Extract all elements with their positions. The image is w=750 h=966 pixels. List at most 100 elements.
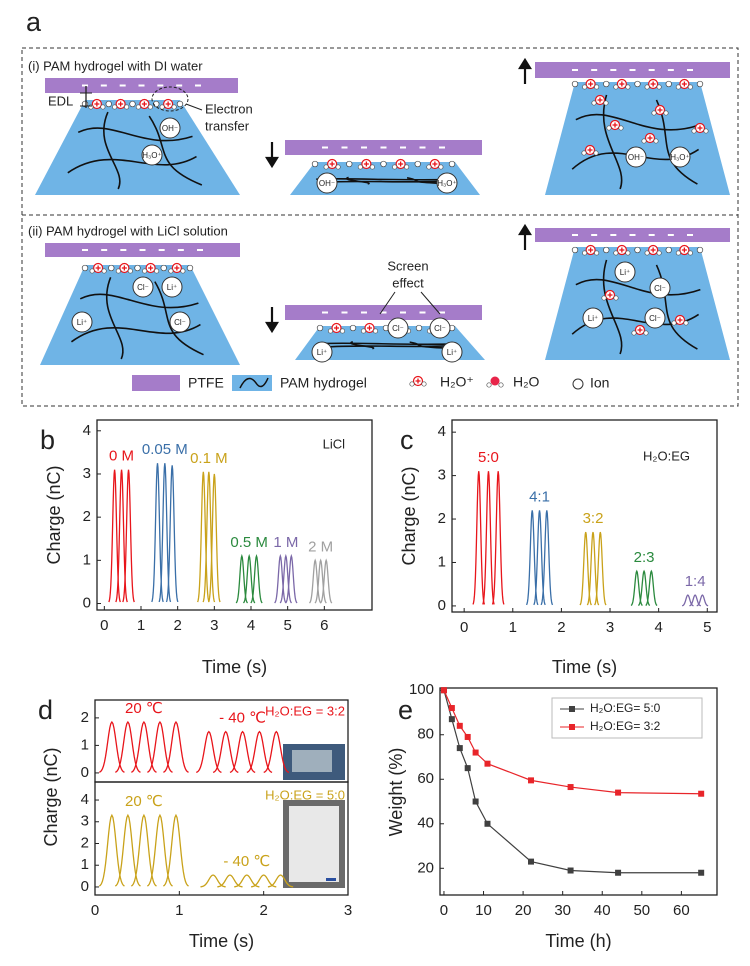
- y-tick-label: 1: [83, 551, 91, 568]
- ion-label: Li⁺: [588, 314, 598, 323]
- surface-charge: [361, 311, 367, 314]
- h-atom: [687, 250, 693, 256]
- polymer-chain: [345, 176, 370, 185]
- ion: [669, 146, 691, 168]
- pulse: [122, 469, 135, 603]
- surface-charge: [687, 69, 693, 71]
- ion-dot: [665, 246, 672, 254]
- legend-box: [551, 697, 703, 739]
- plus: [94, 101, 100, 107]
- series-line: [443, 689, 702, 795]
- surface-charge: [119, 84, 126, 87]
- pulse: [250, 553, 263, 604]
- h-atom: [594, 84, 600, 90]
- plus: [588, 247, 594, 253]
- ion: [614, 261, 636, 283]
- series-label: 0 M: [109, 448, 134, 465]
- marker: [567, 784, 574, 791]
- h-atom: [656, 84, 662, 90]
- x-tick-label: 3: [344, 902, 352, 919]
- plus: [587, 147, 593, 153]
- h-atom: [591, 100, 597, 106]
- h-atom: [691, 128, 697, 134]
- ion-dot: [696, 246, 704, 254]
- y-axis-label: Charge (nC): [41, 747, 61, 846]
- x-tick-label: 3: [210, 617, 218, 634]
- ion-dot: [153, 100, 160, 108]
- h-atom: [625, 84, 631, 90]
- series-label: 0.05 M: [142, 441, 188, 458]
- surface-charge: [572, 69, 578, 71]
- annotation: LiCl: [323, 436, 346, 451]
- plus: [612, 122, 618, 128]
- surface-charge: [610, 234, 617, 236]
- ion: [141, 144, 163, 166]
- y-tick-label: 2: [83, 508, 91, 525]
- surface-charge: [629, 234, 636, 236]
- y-tick-label: 0: [81, 878, 89, 895]
- ion-label: Cl⁻: [649, 314, 661, 323]
- surface-charge: [591, 69, 598, 71]
- x-tick-label: 1: [509, 619, 517, 636]
- pulse: [147, 720, 173, 773]
- panel-letter: c: [400, 425, 414, 455]
- legend-label: H₂O:EG= 3:2: [590, 719, 661, 733]
- plus: [681, 247, 687, 253]
- y-tick-label: 0: [438, 597, 446, 614]
- ion-dot: [176, 100, 184, 108]
- series-label: - 40 ℃: [219, 710, 266, 727]
- surface-charge: [591, 234, 598, 236]
- surface-charge: [648, 234, 655, 236]
- surface-charge: [400, 146, 406, 149]
- annotation: Electron: [205, 101, 253, 116]
- surface-charge: [439, 146, 445, 149]
- h-atom: [142, 268, 148, 274]
- ion: [169, 311, 191, 333]
- ion-dot: [160, 264, 167, 272]
- x-tick-label: 4: [654, 619, 662, 636]
- legend-label: H₂O:EG= 5:0: [590, 701, 661, 715]
- plus: [597, 97, 603, 103]
- pulse: [594, 531, 607, 606]
- surface-charge: [82, 249, 88, 251]
- marker: [472, 798, 479, 805]
- h-atom: [404, 164, 410, 170]
- surface-charge: [687, 234, 693, 236]
- y-tick-label: 3: [81, 813, 89, 830]
- h-atom: [438, 164, 444, 170]
- polymer-chain: [602, 94, 623, 190]
- chain-icon: [239, 377, 269, 389]
- polymer-chain: [154, 281, 204, 356]
- plus: [650, 247, 656, 253]
- plus: [118, 101, 124, 107]
- pulse: [108, 469, 121, 603]
- pulse: [274, 553, 287, 604]
- x-tick-label: 3: [606, 619, 614, 636]
- ion-label: Cl⁻: [654, 284, 666, 293]
- series-label: 2 M: [308, 538, 333, 555]
- marker: [464, 733, 471, 740]
- h-atom: [100, 104, 106, 110]
- ion-dot: [603, 80, 610, 88]
- ion-dot: [380, 160, 387, 168]
- marker: [448, 705, 455, 712]
- plus: [681, 81, 687, 87]
- ion-dot: [346, 160, 353, 168]
- plus: [697, 125, 703, 131]
- ion-dot: [81, 264, 89, 272]
- ion: [71, 311, 93, 333]
- h-atom: [651, 110, 657, 116]
- marker: [484, 820, 491, 827]
- h-atom: [127, 268, 133, 274]
- x-tick-label: 0: [100, 617, 108, 634]
- surface-charge: [195, 84, 201, 87]
- plus: [367, 325, 372, 331]
- y-tick-label: 1: [81, 736, 89, 753]
- y-tick-label: 0: [83, 594, 91, 611]
- h-atom: [653, 138, 659, 144]
- plus: [647, 135, 653, 141]
- h-atom: [486, 382, 492, 388]
- arrow-head: [518, 57, 532, 70]
- ion-dot: [349, 324, 357, 332]
- leader: [185, 103, 203, 111]
